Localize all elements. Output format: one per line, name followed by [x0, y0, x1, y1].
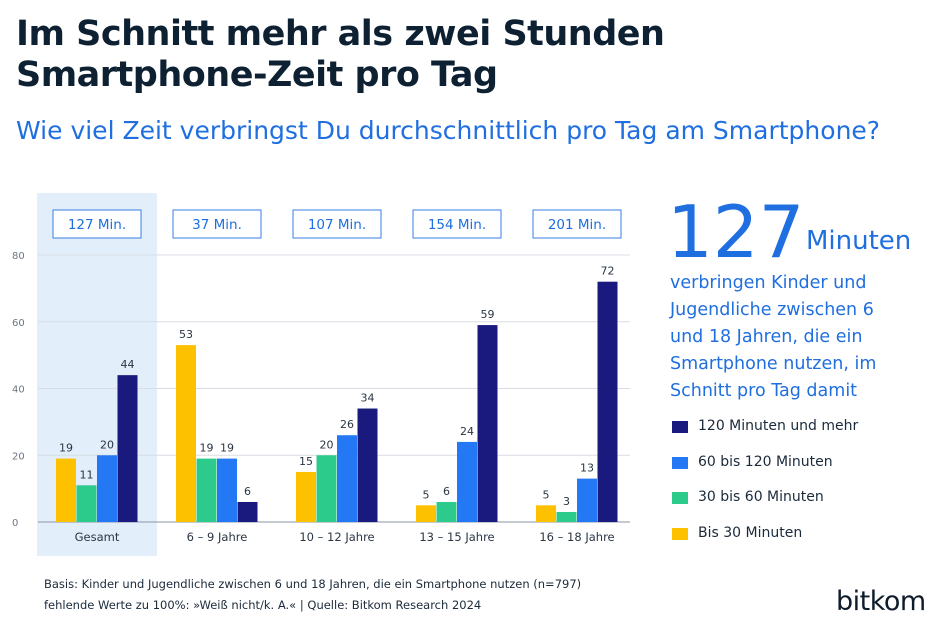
y-tick-label: 60: [12, 318, 25, 329]
average-label: 37 Min.: [192, 217, 242, 233]
legend-label: 30 bis 60 Minuten: [698, 489, 824, 505]
bar: [217, 458, 237, 522]
bitkom-logo: bitkom: [836, 586, 926, 617]
average-box: [532, 209, 622, 239]
data-label: 19: [220, 442, 234, 455]
data-label: 6: [443, 485, 450, 498]
x-tick-label: 16 – 18 Jahre: [539, 530, 614, 544]
data-label: 3: [563, 495, 570, 508]
bar: [176, 345, 196, 522]
average-box: [52, 209, 142, 239]
data-label: 15: [299, 455, 313, 468]
bar: [577, 478, 597, 522]
bar: [337, 435, 357, 522]
legend-swatch: [672, 527, 688, 540]
bar: [436, 501, 457, 522]
data-label: 44: [121, 358, 135, 371]
data-label: 19: [59, 442, 73, 455]
y-tick-label: 80: [12, 251, 25, 262]
bar: [56, 458, 76, 522]
average-label: 127 Min.: [68, 217, 126, 233]
x-tick-label: Gesamt: [75, 530, 120, 544]
highlight-number: 127: [667, 190, 805, 274]
bar: [237, 501, 258, 522]
bar: [316, 455, 337, 522]
average-label: 107 Min.: [308, 217, 366, 233]
bar: [357, 408, 378, 522]
data-label: 20: [320, 438, 334, 451]
average-label: 154 Min.: [428, 217, 486, 233]
bar: [296, 471, 316, 522]
highlight-description: verbringen Kinder und Jugendliche zwisch…: [670, 273, 877, 401]
average-box: [412, 209, 502, 239]
footnote-source: fehlende Werte zu 100%: »Weiß nicht/k. A…: [44, 598, 482, 612]
bar: [556, 511, 577, 522]
average-label: 201 Min.: [548, 217, 606, 233]
bar: [457, 441, 477, 522]
data-label: 72: [601, 265, 615, 278]
legend-label: Bis 30 Minuten: [698, 524, 803, 541]
bar: [597, 281, 618, 522]
data-label: 13: [580, 462, 594, 475]
bar: [536, 505, 556, 522]
x-tick-label: 6 – 9 Jahre: [187, 530, 248, 544]
bar: [416, 505, 436, 522]
y-tick-label: 40: [12, 385, 25, 396]
y-tick-label: 20: [12, 451, 25, 462]
y-tick-label: 0: [12, 518, 18, 529]
page-title: Im Schnitt mehr als zwei Stunden Smartph…: [16, 14, 665, 95]
x-tick-label: 10 – 12 Jahre: [299, 530, 374, 544]
x-tick-label: 13 – 15 Jahre: [419, 530, 494, 544]
data-label: 11: [80, 468, 94, 481]
data-label: 59: [481, 308, 495, 321]
data-label: 20: [100, 438, 114, 451]
legend-swatch: [672, 492, 688, 504]
bar: [196, 458, 217, 522]
bar: [117, 375, 138, 522]
footnote-basis: Basis: Kinder und Jugendliche zwischen 6…: [44, 577, 582, 591]
bar: [477, 325, 498, 522]
data-label: 24: [460, 425, 474, 438]
legend-swatch: [672, 421, 688, 433]
data-label: 19: [200, 442, 214, 455]
highlight-unit: Minuten: [806, 226, 912, 256]
average-box: [172, 209, 262, 239]
bar: [76, 485, 97, 522]
data-label: 5: [423, 488, 430, 501]
bar: [97, 455, 117, 522]
chart-subtitle: Wie viel Zeit verbringst Du durchschnitt…: [16, 116, 881, 145]
legend-label: 60 bis 120 Minuten: [698, 453, 833, 470]
legend-swatch: [672, 456, 688, 469]
data-label: 53: [179, 328, 193, 341]
data-label: 6: [244, 485, 251, 498]
data-label: 5: [543, 488, 550, 501]
data-label: 34: [361, 392, 375, 405]
average-box: [292, 209, 382, 239]
data-label: 26: [340, 418, 354, 431]
legend-label: 120 Minuten und mehr: [698, 418, 859, 434]
